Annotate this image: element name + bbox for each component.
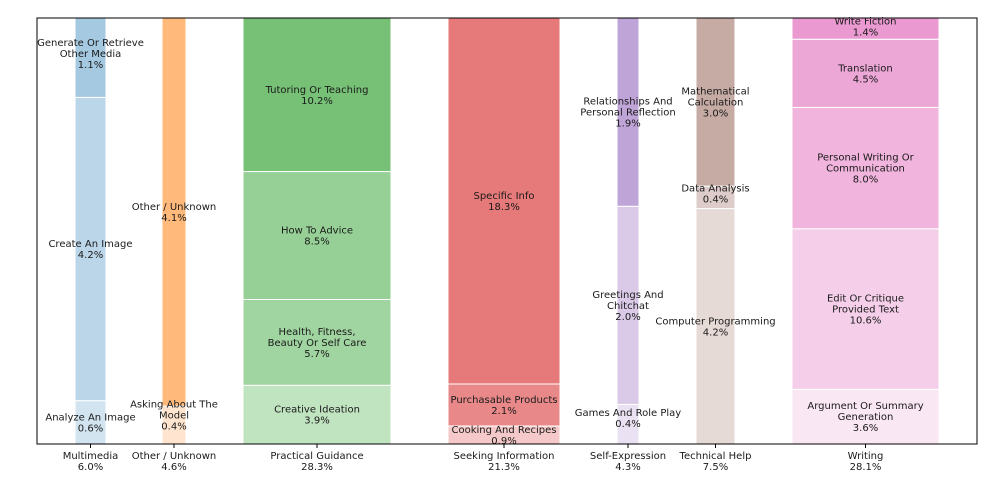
category-label-multimedia: Multimedia 6.0% xyxy=(63,451,119,473)
bar-segment-practical-guidance-tutoring-or-teaching xyxy=(242,17,392,173)
bar-segment-technical-help-mathematical-calculation xyxy=(695,17,736,187)
segment-label-other-unknown-other-unknown: Other / Unknown 4.1% xyxy=(132,202,217,224)
bar-segment-technical-help-computer-programming xyxy=(695,208,736,445)
segment-label-self-expression-games-and-role-play: Games And Role Play 0.4% xyxy=(575,408,682,430)
category-labels-layer: Multimedia 6.0% Other / Unknown 4.6% Practic… xyxy=(63,451,884,473)
segment-label-technical-help-computer-programming: Computer Programming 4.2% xyxy=(655,316,775,338)
segment-label-seeking-information-cooking-and-recipes: Cooking And Recipes 0.9% xyxy=(452,425,557,447)
segment-label-writing-argument-or-summary-generation: Argument Or Summary Generation 3.6% xyxy=(807,401,923,434)
segment-label-technical-help-data-analysis: Data Analysis 0.4% xyxy=(681,183,749,205)
bar-segment-multimedia-generate-or-retrieve-other-media xyxy=(74,17,107,98)
segment-label-seeking-information-specific-info: Specific Info 18.3% xyxy=(473,191,534,213)
bar-segment-writing-translation xyxy=(791,38,940,108)
plot-frame xyxy=(36,17,978,445)
bars-layer xyxy=(74,17,940,445)
x-ticks-layer xyxy=(90,444,866,448)
segment-label-other-unknown-asking-about-the-model: Asking About The Model 0.4% xyxy=(130,400,218,433)
category-label-practical-guidance: Practical Guidance 28.3% xyxy=(270,451,363,473)
segment-label-multimedia-create-an-image: Create An Image 4.2% xyxy=(48,239,132,261)
segment-label-practical-guidance-health-fitness-beauty-or-self-care: Health, Fitness, Beauty Or Self Care 5.7% xyxy=(268,327,367,360)
category-label-writing: Writing 28.1% xyxy=(848,451,884,473)
segment-label-practical-guidance-creative-ideation: Creative Ideation 3.9% xyxy=(274,405,360,427)
segment-label-writing-translation: Translation 4.5% xyxy=(837,63,893,85)
bar-segment-practical-guidance-health-fitness-beauty-or-self-care xyxy=(242,298,392,386)
segment-labels-layer: Analyze An Image 0.6% Create An Image 4.2% G… xyxy=(37,17,924,447)
bar-segment-multimedia-analyze-an-image xyxy=(74,400,107,445)
bar-segment-seeking-information-specific-info xyxy=(447,17,561,385)
bar-segment-writing-argument-or-summary-generation xyxy=(791,388,940,445)
segment-label-multimedia-analyze-an-image: Analyze An Image 0.6% xyxy=(45,412,135,434)
segment-label-multimedia-generate-or-retrieve-other-media: Generate Or Retrieve Other Media 1.1% xyxy=(37,38,144,71)
bar-segment-other-unknown-other-unknown xyxy=(161,17,187,407)
category-label-technical-help: Technical Help 7.5% xyxy=(679,451,752,473)
segment-label-practical-guidance-how-to-advice: How To Advice 8.5% xyxy=(281,226,353,248)
bar-segment-seeking-information-purchasable-products xyxy=(447,383,561,427)
segment-label-self-expression-greetings-and-chitchat: Greetings And Chitchat 2.0% xyxy=(592,290,663,323)
bar-segment-writing-personal-writing-or-communication xyxy=(791,106,940,230)
segment-label-practical-guidance-tutoring-or-teaching: Tutoring Or Teaching 10.2% xyxy=(265,85,369,107)
category-label-self-expression: Self-Expression 4.3% xyxy=(590,451,666,473)
segment-label-seeking-information-purchasable-products: Purchasable Products 2.1% xyxy=(450,395,557,417)
category-label-other-unknown: Other / Unknown 4.6% xyxy=(132,451,217,473)
segment-label-writing-personal-writing-or-communication: Personal Writing Or Communication 8.0% xyxy=(817,153,914,186)
segment-label-writing-edit-or-critique-provided-text: Edit Or Critique Provided Text 10.6% xyxy=(827,294,904,327)
category-label-seeking-information: Seeking Information 21.3% xyxy=(454,451,555,473)
bar-segment-practical-guidance-how-to-advice xyxy=(242,171,392,300)
segment-label-technical-help-mathematical-calculation: Mathematical Calculation 3.0% xyxy=(681,87,749,120)
segment-label-writing-write-fiction: Write Fiction 1.4% xyxy=(834,17,896,39)
bar-segment-writing-edit-or-critique-provided-text xyxy=(791,228,940,390)
segment-label-self-expression-relationships-and-personal-reflection: Relationships And Personal Reflection 1.9% xyxy=(580,97,675,130)
